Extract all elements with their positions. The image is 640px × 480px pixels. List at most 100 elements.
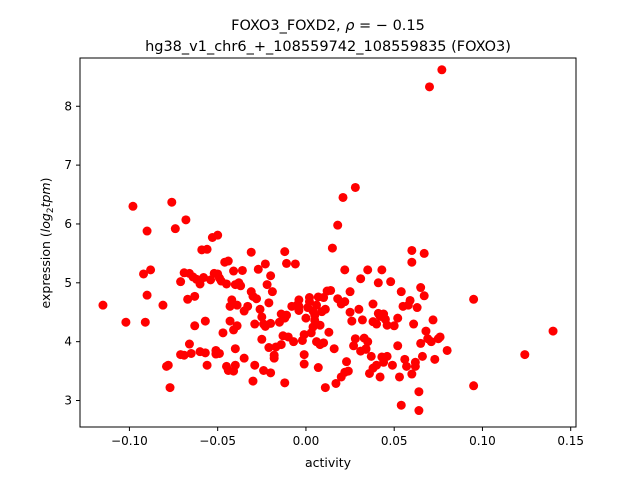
scatter-point (354, 304, 364, 314)
scatter-point (269, 353, 279, 363)
chart-title-line1: FOXO3_FOXD2, ρ = − 0.15 (231, 18, 425, 34)
scatter-point (340, 297, 350, 307)
scatter-point (430, 354, 440, 364)
scatter-point (372, 319, 382, 329)
scatter-point (230, 344, 240, 354)
scatter-point (357, 315, 367, 325)
scatter-point (282, 310, 292, 320)
data-points (98, 65, 558, 416)
scatter-point (319, 338, 329, 348)
y-tick-label: 7 (64, 158, 72, 172)
x-tick-label: 0.15 (557, 434, 584, 448)
scatter-point (437, 65, 447, 75)
scatter-point (183, 294, 193, 304)
scatter-point (294, 295, 304, 305)
scatter-point (442, 345, 452, 355)
scatter-point (140, 317, 150, 327)
scatter-point (426, 337, 436, 347)
scatter-point (400, 354, 410, 364)
scatter-point (262, 280, 272, 290)
scatter-point (396, 287, 406, 297)
scatter-point (167, 197, 177, 207)
scatter-point (372, 360, 382, 370)
scatter-point (350, 334, 360, 344)
scatter-point (407, 369, 417, 379)
scatter-point (435, 332, 445, 342)
scatter-point (368, 299, 378, 309)
scatter-point (329, 344, 339, 354)
scatter-point (252, 294, 262, 304)
scatter-point (382, 320, 392, 330)
scatter-point (289, 337, 299, 347)
scatter-point (338, 192, 348, 202)
scatter-point (350, 182, 360, 192)
scatter-point (407, 257, 417, 267)
scatter-point (229, 266, 239, 276)
scatter-point (222, 279, 232, 289)
scatter-point (393, 341, 403, 351)
scatter-point (343, 366, 353, 376)
scatter-point (326, 285, 336, 295)
scatter-point (324, 327, 334, 337)
scatter-point (310, 310, 320, 320)
scatter-point (301, 313, 311, 323)
scatter-point (181, 215, 191, 225)
scatter-point (237, 265, 247, 275)
scatter-point (331, 378, 341, 388)
scatter-point (407, 245, 417, 255)
scatter-point (98, 300, 108, 310)
x-tick-label: 0.00 (293, 434, 320, 448)
scatter-point (342, 357, 352, 367)
scatter-point (386, 277, 396, 287)
scatter-point (377, 265, 387, 275)
scatter-point (218, 328, 228, 338)
scatter-point (416, 338, 426, 348)
scatter-point (236, 281, 246, 291)
scatter-point (139, 269, 149, 279)
scatter-point (424, 82, 434, 92)
scatter-point (232, 321, 242, 331)
scatter-point (409, 319, 419, 329)
scatter-point (250, 360, 260, 370)
scatter-point (202, 244, 212, 254)
scatter-point (276, 340, 286, 350)
scatter-point (327, 243, 337, 253)
scatter-point (412, 303, 422, 313)
scatter-point (176, 277, 186, 287)
scatter-point (340, 265, 350, 275)
scatter-point (267, 287, 277, 297)
scatter-point (239, 353, 249, 363)
scatter-point (260, 259, 270, 269)
scatter-point (402, 361, 412, 371)
scatter-point (202, 360, 212, 370)
scatter-point (469, 294, 479, 304)
scatter-point (548, 326, 558, 336)
scatter-point (387, 360, 397, 370)
scatter-point (428, 315, 438, 325)
scatter-point (389, 321, 399, 331)
y-tick-label: 3 (64, 394, 72, 408)
scatter-point (345, 307, 355, 317)
scatter-point (469, 381, 479, 391)
y-axis-label: expression (log2tpm) (38, 178, 56, 309)
x-axis-ticks: −0.10 −0.05 0.00 0.05 0.10 0.15 (111, 427, 584, 448)
scatter-point (421, 326, 431, 336)
scatter-point (213, 230, 223, 240)
scatter-point (304, 293, 314, 303)
y-tick-label: 6 (64, 217, 72, 231)
scatter-point (200, 316, 210, 326)
scatter-point (282, 258, 292, 268)
x-tick-label: −0.05 (199, 434, 236, 448)
scatter-point (266, 318, 276, 328)
scatter-point (142, 290, 152, 300)
scatter-point (417, 351, 427, 361)
scatter-point (230, 360, 240, 370)
scatter-point (382, 351, 392, 361)
scatter-point (190, 321, 200, 331)
scatter-point (520, 350, 530, 360)
scatter-point (264, 298, 274, 308)
scatter-point (214, 348, 224, 358)
scatter-point (345, 287, 355, 297)
scatter-point (280, 247, 290, 257)
